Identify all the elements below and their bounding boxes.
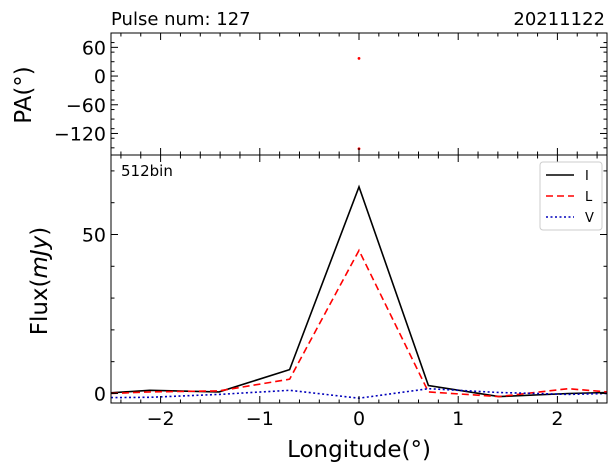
longitude-axis-label: Longitude(°)	[287, 437, 431, 463]
legend-label-v: V	[585, 211, 594, 226]
pa-point	[357, 56, 361, 60]
bin-count-annotation: 512bin	[121, 162, 173, 180]
flux-profile-panel: −2 −1 0 1 2 0 50 ILV	[82, 154, 608, 430]
legend-label-i: I	[585, 169, 589, 184]
x-tick-label: −2	[147, 408, 175, 430]
pulse-number-label: Pulse num: 127	[111, 9, 251, 30]
pa-tick-label: 0	[94, 66, 106, 88]
x-tick-label: 0	[353, 408, 365, 430]
pa-tick-label: −120	[54, 123, 106, 145]
bottom-panel-frame	[110, 154, 608, 404]
flux-tick-label: 50	[82, 224, 106, 246]
top-panel-frame	[110, 32, 608, 156]
pa-axis-label: PA(°)	[11, 66, 37, 124]
x-tick-label: −1	[246, 408, 274, 430]
legend: ILV	[539, 161, 603, 231]
flux-tick-label: 0	[94, 383, 106, 405]
pa-tick-label: 60	[82, 37, 106, 59]
observation-date-label: 20211122	[513, 9, 605, 30]
pa-tick-label: −60	[66, 95, 106, 117]
legend-label-l: L	[585, 190, 593, 205]
x-tick-label: 2	[551, 408, 563, 430]
x-tick-label: 1	[452, 408, 464, 430]
series-line-l	[110, 248, 608, 398]
position-angle-panel: 60 0 −60 −120	[54, 32, 608, 156]
flux-axis-label: Flux(mJy)	[27, 227, 53, 336]
series-line-i	[110, 184, 608, 398]
